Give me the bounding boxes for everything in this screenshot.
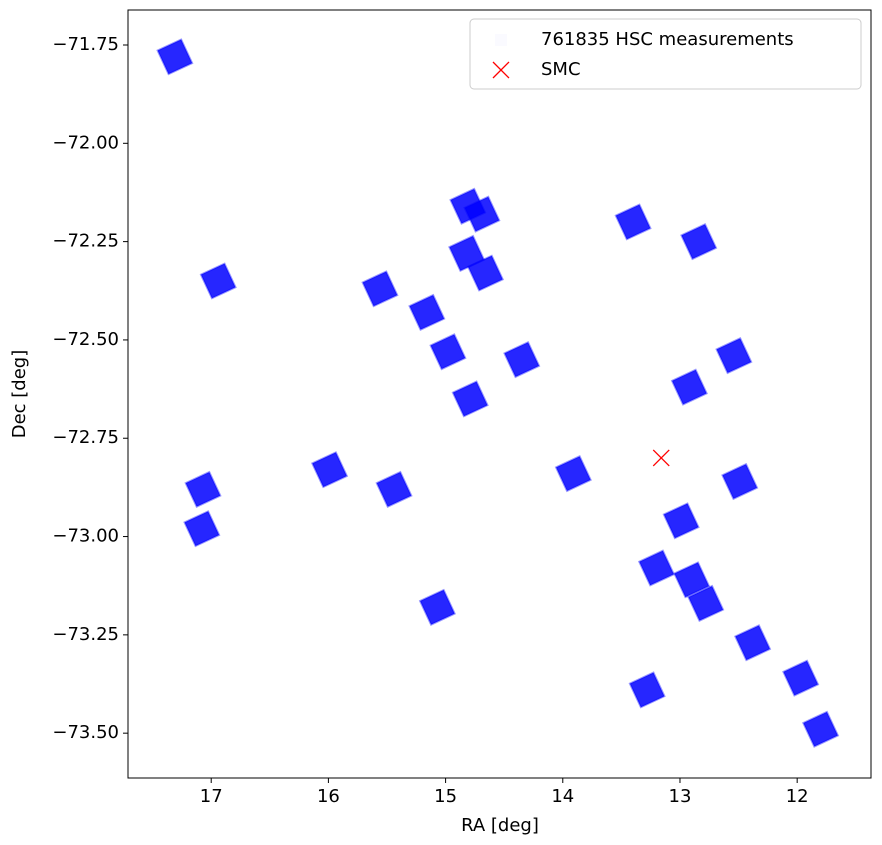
measurement-patch xyxy=(721,462,759,501)
measurement-patch xyxy=(637,549,676,587)
measurement-patch xyxy=(734,624,772,662)
y-tick-label: −72.00 xyxy=(52,132,119,153)
legend-label: SMC xyxy=(541,59,581,80)
measurement-patch xyxy=(680,223,718,261)
marker-x xyxy=(652,449,670,467)
legend-label: 761835 HSC measurements xyxy=(541,29,794,50)
measurement-patch xyxy=(448,234,486,273)
measurement-patch xyxy=(662,502,700,540)
y-tick-label: −72.75 xyxy=(52,427,119,448)
legend-marker xyxy=(492,61,510,79)
x-axis-label: RA [deg] xyxy=(461,815,539,836)
measurement-patch xyxy=(673,561,711,599)
legend-box xyxy=(469,18,862,90)
measurement-patch xyxy=(628,671,666,709)
measurement-patch xyxy=(183,510,221,548)
measurement-patch xyxy=(670,368,708,406)
measurement-patch xyxy=(361,270,399,308)
measurement-patch xyxy=(463,195,501,233)
plot-frame xyxy=(127,9,872,779)
y-axis-label: Dec [deg] xyxy=(9,350,30,439)
x-tick-label: 14 xyxy=(551,786,574,807)
measurement-patch xyxy=(418,588,456,626)
x-tick-label: 17 xyxy=(200,786,223,807)
measurement-patch xyxy=(503,340,541,379)
measurement-patch xyxy=(408,293,446,332)
measurement-patch xyxy=(802,710,840,748)
x-tick-label: 15 xyxy=(434,786,457,807)
legend: 761835 HSC measurements SMC xyxy=(469,18,862,90)
measurement-patch xyxy=(184,470,222,508)
measurement-patch xyxy=(375,470,413,508)
y-tick-label: −73.50 xyxy=(52,722,119,743)
legend-marker xyxy=(495,34,507,46)
measurement-patch xyxy=(199,262,237,300)
measurement-patch xyxy=(554,455,592,493)
measurement-patch xyxy=(715,337,753,375)
measurement-patch xyxy=(687,584,725,623)
measurement-patch xyxy=(429,333,467,371)
y-tick-label: −73.25 xyxy=(52,624,119,645)
y-tick-label: −72.50 xyxy=(52,329,119,350)
x-tick-label: 16 xyxy=(317,786,340,807)
y-tick-label: −72.25 xyxy=(52,231,119,252)
measurement-patch xyxy=(451,380,489,418)
x-tick-label: 13 xyxy=(669,786,692,807)
measurement-patch xyxy=(310,451,349,489)
x-tick-label: 12 xyxy=(786,786,809,807)
y-tick-label: −71.75 xyxy=(52,34,119,55)
measurement-patch xyxy=(156,38,194,76)
y-tick-label: −73.00 xyxy=(52,526,119,547)
measurement-patch xyxy=(614,203,652,241)
measurement-patch xyxy=(782,659,820,697)
